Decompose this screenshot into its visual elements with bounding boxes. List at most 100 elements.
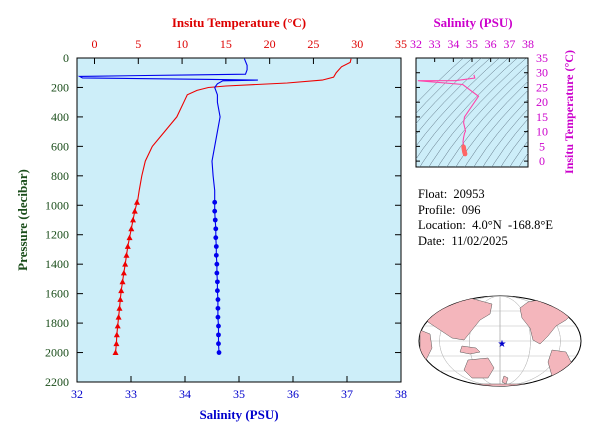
salinity-point <box>216 350 222 355</box>
salinity-point <box>215 288 220 294</box>
density-contour <box>446 72 528 167</box>
temperature-point <box>131 207 138 214</box>
pressure-tick-label: 800 <box>51 169 69 183</box>
bottom-axis-title: Salinity (PSU) <box>199 407 278 422</box>
temperature-point <box>115 314 122 320</box>
temperature-tick-label: 5 <box>135 37 141 51</box>
temperature-point <box>128 225 135 232</box>
density-contour <box>416 58 473 114</box>
temperature-profile-line-0 <box>136 58 352 203</box>
salinity-profile-line-2 <box>77 58 258 203</box>
density-contour <box>482 108 528 167</box>
top-axis-title: Insitu Temperature (°C) <box>172 15 306 30</box>
salinity-tick-label: 34 <box>179 387 191 401</box>
salinity-point <box>213 244 219 249</box>
temperature-point <box>133 199 140 205</box>
ts-salinity-tick-label: 36 <box>485 37 497 51</box>
salinity-point <box>214 261 220 267</box>
salinity-tick-label: 32 <box>71 387 83 401</box>
temperature-point <box>118 287 125 294</box>
map-landmass <box>559 297 575 307</box>
temperature-tick-label: 0 <box>92 37 98 51</box>
pressure-tick-label: 0 <box>63 51 69 65</box>
density-contour <box>419 58 518 167</box>
density-contour <box>464 89 528 167</box>
pressure-tick-label: 1200 <box>45 228 69 242</box>
salinity-point <box>216 341 221 347</box>
float-location: Location: 4.0°N -168.8°E <box>418 218 553 232</box>
salinity-tick-label: 36 <box>287 387 299 401</box>
density-contours <box>416 58 528 167</box>
ts-top-axis-title: Salinity (PSU) <box>433 15 512 30</box>
salinity-tick-label: 38 <box>395 387 407 401</box>
density-contour <box>527 166 528 167</box>
salinity-tick-label: 33 <box>125 387 137 401</box>
salinity-point <box>215 314 221 320</box>
ts-temperature-tick-label: 30 <box>536 66 548 80</box>
temperature-point <box>130 216 137 223</box>
temperature-point <box>120 269 127 276</box>
map-meridian <box>499 296 501 386</box>
location-map: ★ <box>418 295 582 387</box>
salinity-point <box>215 305 221 311</box>
map-meridian <box>439 296 561 386</box>
temperature-tick-label: 10 <box>176 37 188 51</box>
salinity-point <box>212 208 218 214</box>
ts-salinity-tick-label: 34 <box>447 37 459 51</box>
pressure-tick-label: 1400 <box>45 257 69 271</box>
density-contour <box>500 129 528 167</box>
salinity-point <box>212 217 218 223</box>
main-plot-area <box>76 57 402 383</box>
salinity-point <box>214 270 220 276</box>
density-contour <box>518 152 528 167</box>
pressure-tick-label: 1800 <box>45 316 69 330</box>
pressure-tick-label: 2200 <box>45 375 69 389</box>
density-contour <box>416 58 491 135</box>
density-contour <box>416 58 464 104</box>
ts-temperature-tick-label: 5 <box>539 139 545 153</box>
map-landmass <box>429 383 571 386</box>
salinity-point <box>213 226 219 232</box>
salinity-point <box>213 252 219 258</box>
map-landmass <box>459 345 481 355</box>
temperature-tick-label: 20 <box>264 37 276 51</box>
temperature-point <box>122 260 129 267</box>
map-meridian <box>469 296 531 386</box>
ts-temperature-tick-label: 25 <box>536 80 548 94</box>
salinity-tick-label: 35 <box>233 387 245 401</box>
ts-temperature-tick-label: 0 <box>539 154 545 168</box>
temperature-tick-label: 30 <box>351 37 363 51</box>
profile-date: Date: 11/02/2025 <box>418 233 508 248</box>
temperature-point <box>119 278 126 285</box>
pressure-tick-label: 2000 <box>45 346 69 360</box>
float-info: Float: 20953 Profile: 096 Location: 4.0°… <box>418 187 553 249</box>
temperature-tick-label: 35 <box>395 37 407 51</box>
float-id: Float: 20953 <box>418 187 485 201</box>
ts-point <box>462 151 468 157</box>
profile-number: Profile: 096 <box>418 202 481 217</box>
salinity-point <box>213 235 219 241</box>
ts-salinity-tick-label: 38 <box>522 37 534 51</box>
salinity-point <box>216 323 221 329</box>
salinity-tick-label: 37 <box>341 387 353 401</box>
temperature-point <box>114 322 121 329</box>
density-contour <box>473 98 528 167</box>
temperature-tick-label: 25 <box>307 37 319 51</box>
pressure-tick-label: 1600 <box>45 287 69 301</box>
temperature-point <box>123 252 130 258</box>
salinity-point <box>215 279 220 285</box>
left-axis-title: Pressure (decibar) <box>15 169 30 271</box>
salinity-point <box>215 297 221 302</box>
ts-temperature-tick-label: 35 <box>536 51 548 65</box>
map-landmass <box>463 357 495 379</box>
pressure-tick-label: 200 <box>51 80 69 94</box>
ts-salinity-tick-label: 37 <box>503 37 515 51</box>
temperature-tick-label: 15 <box>220 37 232 51</box>
ts-temperature-tick-label: 15 <box>536 110 548 124</box>
density-contour <box>416 58 500 147</box>
ts-right-axis-title: Insitu Temperature (°C) <box>562 50 576 174</box>
float-location-marker: ★ <box>498 339 507 350</box>
temperature-point <box>126 234 133 241</box>
temperature-point <box>124 243 131 249</box>
